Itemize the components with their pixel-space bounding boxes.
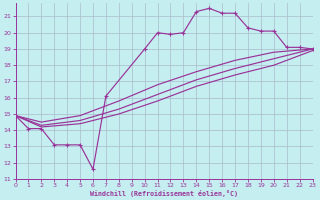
X-axis label: Windchill (Refroidissement éolien,°C): Windchill (Refroidissement éolien,°C) xyxy=(90,190,238,197)
